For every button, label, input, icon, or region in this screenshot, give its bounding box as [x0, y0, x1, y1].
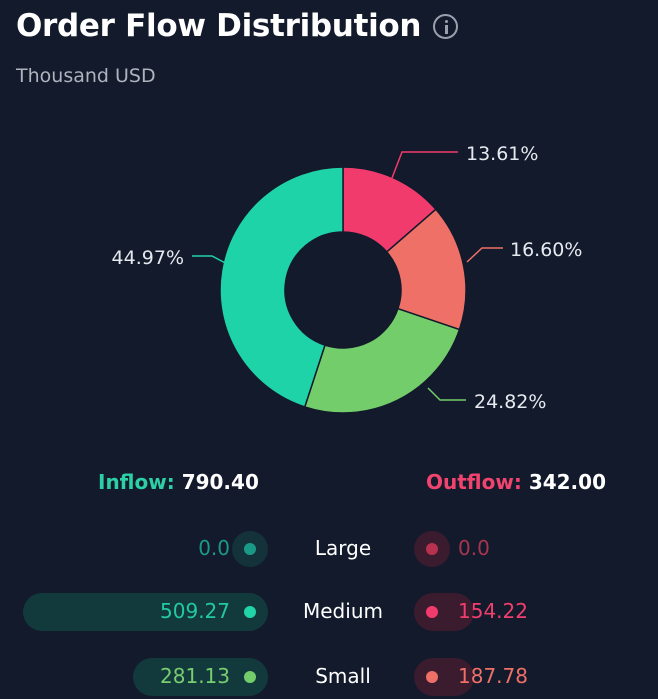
inflow-dot-icon: [244, 671, 256, 683]
slice-label-1: 13.61%: [466, 143, 538, 165]
category-label: Medium: [303, 599, 383, 623]
outflow-dot-icon: [426, 606, 438, 618]
row-small: 281.13 Small 187.78: [0, 655, 658, 696]
outflow-total: Outflow: 342.00: [426, 470, 606, 494]
outflow-value: 342.00: [528, 470, 606, 494]
inflow-dot-icon: [244, 606, 256, 618]
leader-line-3: [427, 387, 466, 401]
donut-chart: 13.61% 16.60% 24.82% 44.97%: [112, 143, 582, 414]
page-title: Order Flow Distribution: [16, 8, 422, 44]
inflow-label: Inflow:: [98, 470, 175, 494]
row-large: 0.0 Large 0.0: [0, 527, 658, 567]
row-medium: 509.27 Medium 154.22: [0, 590, 658, 631]
leader-line-1: [391, 151, 458, 179]
outflow-bar: [414, 593, 474, 631]
leader-line-4: [192, 255, 232, 267]
inflow-value: 0.0: [198, 536, 230, 560]
outflow-dot-icon: [426, 543, 438, 555]
outflow-value: 187.78: [458, 664, 528, 688]
donut-slice-3[interactable]: [303, 307, 461, 414]
inflow-bar: [23, 593, 268, 631]
outflow-dot-icon: [426, 671, 438, 683]
slice-label-3: 24.82%: [474, 391, 546, 413]
outflow-bar: [414, 658, 474, 696]
outflow-value: 0.0: [458, 536, 490, 560]
inflow-value: 790.40: [181, 470, 259, 494]
category-label: Small: [315, 664, 371, 688]
slice-label-2: 16.60%: [510, 239, 582, 261]
donut-slice-4[interactable]: [219, 166, 344, 408]
leader-line-2: [466, 247, 503, 263]
info-icon[interactable]: [433, 13, 459, 39]
slice-label-4: 44.97%: [112, 247, 184, 269]
outflow-label: Outflow:: [426, 470, 522, 494]
inflow-dot-icon: [244, 543, 256, 555]
inflow-value: 509.27: [160, 599, 230, 623]
chart-subtitle: Thousand USD: [16, 65, 156, 87]
title-row: Order Flow Distribution: [16, 8, 459, 44]
inflow-total: Inflow: 790.40: [98, 470, 259, 494]
category-label: Large: [314, 536, 372, 560]
outflow-value: 154.22: [458, 599, 528, 623]
inflow-value: 281.13: [160, 664, 230, 688]
